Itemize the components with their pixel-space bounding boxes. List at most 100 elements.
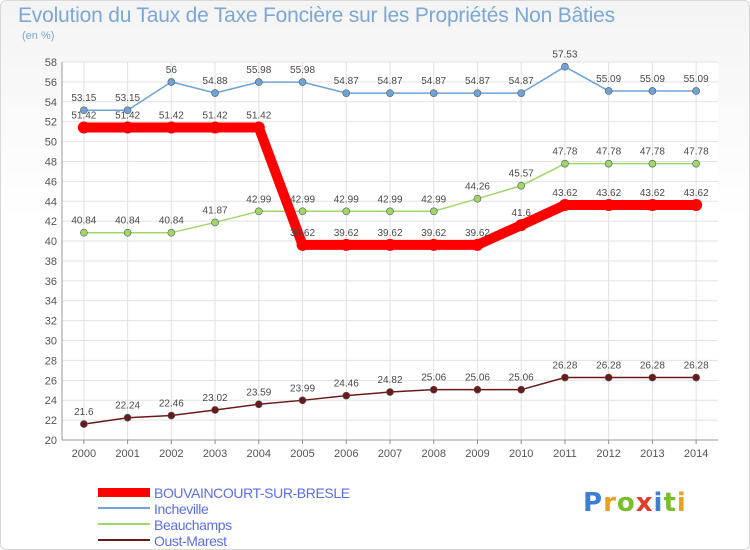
x-tick-label: 2005	[290, 448, 314, 460]
data-label-beauchamps: 47.78	[684, 147, 709, 158]
data-label-bouvaincourt-sur-bresle: 43.62	[684, 188, 709, 199]
data-label-incheville: 55.09	[684, 74, 709, 85]
series-point-oust-marest	[211, 406, 219, 414]
data-label-oust-marest: 24.82	[377, 375, 402, 386]
data-label-bouvaincourt-sur-bresle: 39.62	[465, 228, 490, 239]
series-point-bouvaincourt-sur-bresle	[602, 199, 615, 212]
data-label-beauchamps: 40.84	[115, 216, 140, 227]
data-label-bouvaincourt-sur-bresle: 51.42	[159, 110, 184, 121]
y-tick-label: 56	[45, 77, 57, 89]
data-label-beauchamps: 45.57	[509, 169, 534, 180]
data-label-bouvaincourt-sur-bresle: 39.62	[334, 228, 359, 239]
series-point-beauchamps	[298, 207, 307, 216]
x-tick-label: 2009	[465, 448, 489, 460]
x-tick-label: 2007	[378, 448, 402, 460]
data-label-bouvaincourt-sur-bresle: 43.62	[596, 188, 621, 199]
x-tick-label: 2008	[421, 448, 445, 460]
data-label-incheville: 55.09	[640, 74, 665, 85]
data-label-oust-marest: 24.46	[334, 379, 359, 390]
y-tick-label: 28	[45, 355, 57, 367]
series-point-oust-marest	[80, 420, 88, 428]
y-tick-label: 34	[45, 296, 57, 308]
y-tick-label: 50	[45, 137, 57, 149]
y-tick-label: 52	[45, 117, 57, 129]
series-point-beauchamps	[211, 218, 219, 227]
logo-letter: i	[653, 488, 664, 518]
series-point-bouvaincourt-sur-bresle	[515, 219, 528, 232]
data-label-oust-marest: 22.46	[159, 399, 184, 410]
data-label-incheville: 54.87	[509, 76, 534, 87]
series-point-incheville	[167, 78, 176, 86]
data-labels: 53.15 53.15 56 54.88 55.98 55.98 54.87 54.87 54.…	[71, 50, 709, 418]
y-tick-label: 42	[45, 216, 57, 228]
series-point-oust-marest	[429, 385, 438, 394]
series-point-oust-marest	[386, 388, 394, 396]
series-point-oust-marest	[342, 391, 351, 400]
logo-letter: r	[603, 488, 617, 518]
data-label-bouvaincourt-sur-bresle: 41.6	[511, 208, 531, 219]
series-point-incheville	[211, 89, 219, 97]
data-label-oust-marest: 25.06	[465, 373, 490, 384]
data-label-oust-marest: 26.28	[596, 361, 621, 372]
series-point-beauchamps	[167, 228, 176, 237]
series-point-incheville	[386, 89, 394, 97]
series-point-beauchamps	[648, 159, 657, 168]
y-tick-label: 32	[45, 316, 57, 328]
series-point-bouvaincourt-sur-bresle	[646, 199, 659, 212]
data-label-bouvaincourt-sur-bresle: 51.42	[203, 110, 228, 121]
series-point-bouvaincourt-sur-bresle	[165, 121, 178, 134]
data-label-oust-marest: 23.02	[203, 393, 228, 404]
series-point-beauchamps	[604, 159, 613, 168]
series-point-beauchamps	[692, 159, 700, 168]
series-point-oust-marest	[473, 385, 482, 394]
data-label-beauchamps: 42.99	[290, 194, 315, 205]
data-label-incheville: 54.87	[334, 76, 359, 87]
data-label-incheville: 55.98	[290, 65, 315, 76]
data-label-incheville: 55.98	[246, 65, 271, 76]
chart-title: Evolution du Taux de Taxe Foncière sur l…	[18, 4, 615, 27]
data-label-beauchamps: 47.78	[640, 147, 665, 158]
data-label-bouvaincourt-sur-bresle: 43.62	[640, 188, 665, 199]
data-label-beauchamps: 41.87	[203, 205, 228, 216]
x-tick-label: 2004	[247, 448, 271, 460]
data-label-oust-marest: 23.59	[246, 387, 271, 398]
y-tick-label: 26	[45, 375, 57, 387]
data-label-bouvaincourt-sur-bresle: 51.42	[115, 110, 140, 121]
series-point-incheville	[254, 78, 263, 86]
y-tick-label: 36	[45, 276, 57, 288]
x-tick-label: 2003	[203, 448, 227, 460]
data-label-incheville: 56	[166, 65, 178, 76]
legend-label: Incheville	[154, 501, 209, 517]
series-point-incheville	[473, 89, 482, 97]
series-point-oust-marest	[167, 411, 176, 420]
series-point-beauchamps	[429, 207, 438, 216]
series-point-oust-marest	[604, 373, 613, 382]
series-point-oust-marest	[123, 413, 132, 422]
y-tick-label: 54	[45, 97, 57, 109]
x-tick-label: 2006	[334, 448, 358, 460]
data-label-oust-marest: 23.99	[290, 383, 315, 394]
data-label-beauchamps: 42.99	[334, 194, 359, 205]
data-label-incheville: 54.87	[377, 76, 402, 87]
series-point-bouvaincourt-sur-bresle	[690, 199, 703, 212]
x-tick-label: 2010	[509, 448, 533, 460]
series-point-bouvaincourt-sur-bresle	[296, 238, 309, 251]
x-tick-label: 2002	[159, 448, 183, 460]
data-label-incheville: 54.87	[465, 76, 490, 87]
data-label-bouvaincourt-sur-bresle: 39.62	[421, 228, 446, 239]
logo-letter: t	[663, 488, 677, 518]
series-point-incheville	[429, 89, 438, 97]
axes: 20 22 24 26 28 30 32 34 36 38 40 42 44 46 48 50 52 54 56 58…	[45, 57, 718, 460]
data-label-oust-marest: 25.06	[509, 373, 534, 384]
y-tick-label: 30	[45, 336, 57, 348]
data-label-beauchamps: 44.26	[465, 182, 490, 193]
x-tick-label: 2001	[115, 448, 139, 460]
series-point-beauchamps	[386, 207, 394, 216]
y-tick-label: 48	[45, 156, 57, 168]
proxiti-logo: Proxiti	[583, 488, 687, 518]
x-tick-label: 2012	[596, 448, 620, 460]
series-point-bouvaincourt-sur-bresle	[209, 121, 222, 134]
series-point-beauchamps	[517, 181, 526, 190]
series-lines	[77, 62, 703, 428]
